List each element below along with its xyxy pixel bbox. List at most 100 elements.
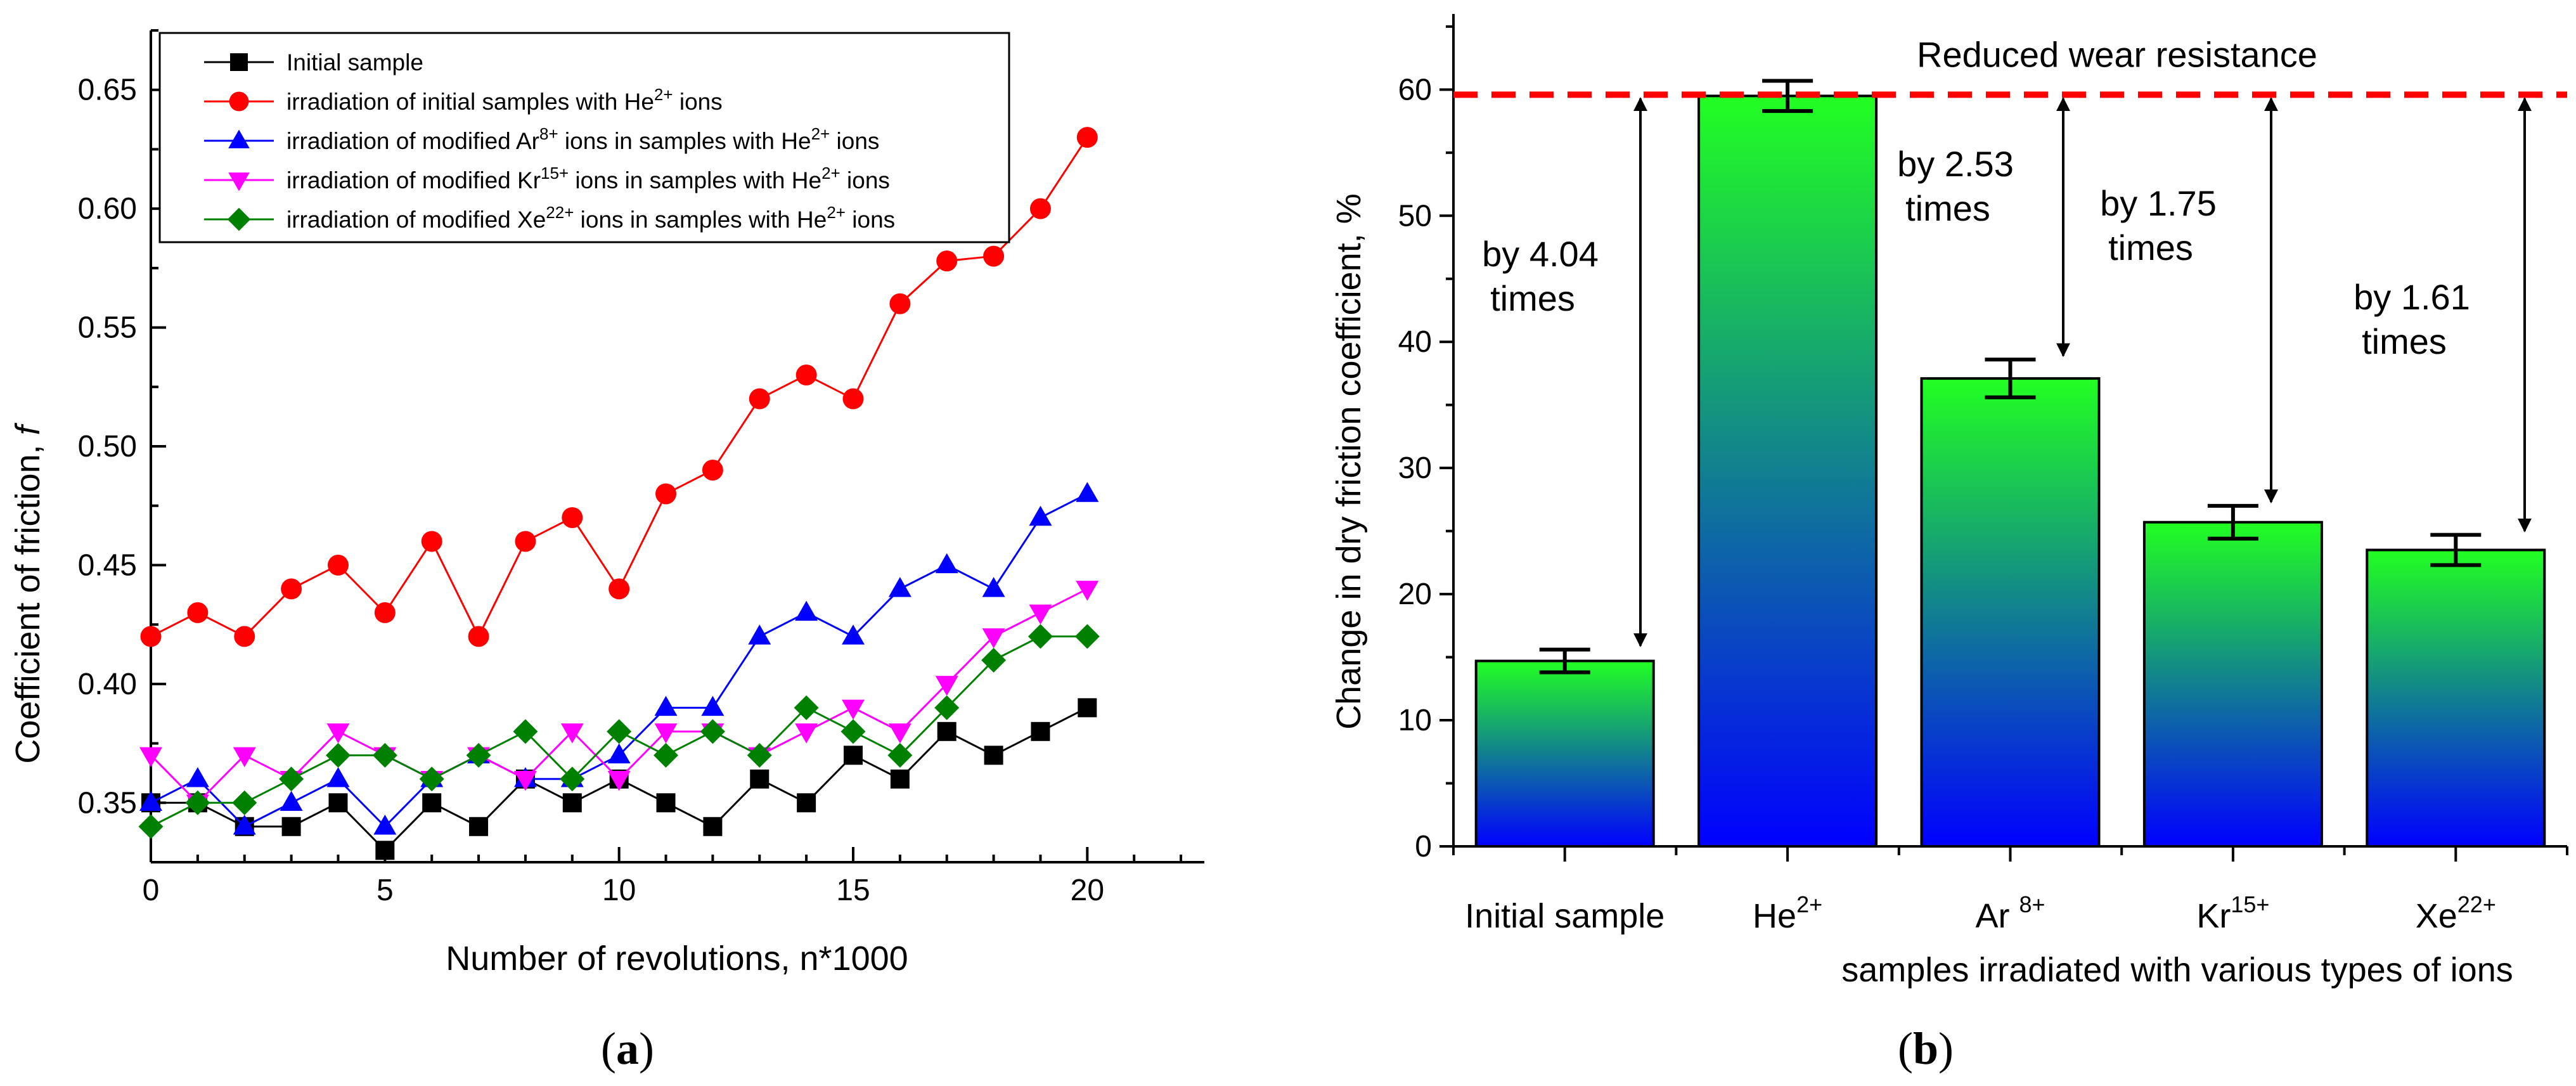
x-tick-label: 15 <box>836 874 870 907</box>
data-point <box>840 719 866 744</box>
data-point <box>888 577 911 597</box>
line-chart-legend: Initial sample irradiation of initial sam… <box>158 32 1010 243</box>
data-point <box>936 250 958 272</box>
legend-superscript: 2+ <box>827 203 846 222</box>
data-point <box>844 746 863 765</box>
legend-box <box>158 32 1010 243</box>
data-point <box>797 793 816 813</box>
data-point <box>654 695 678 716</box>
data-point <box>607 771 631 791</box>
line-chart-series <box>138 127 1100 860</box>
category-label-superscript: 15+ <box>2231 891 2269 917</box>
data-point <box>186 767 209 787</box>
line-chart-y-axis-symbol: f <box>9 422 47 435</box>
data-point <box>1027 624 1053 649</box>
data-point <box>373 815 397 835</box>
legend-text: Initial sample <box>287 49 423 75</box>
data-point <box>328 793 348 813</box>
data-point <box>281 578 302 600</box>
data-point <box>609 578 630 600</box>
line-chart-x-axis-label: Number of revolutions, n*1000 <box>446 940 908 978</box>
y-tick-label: 0.50 <box>78 430 137 463</box>
annotation-line-1: by 1.61 <box>2354 277 2470 317</box>
data-point <box>607 719 632 744</box>
x-tick-label: 0 <box>143 874 160 907</box>
data-point <box>375 841 395 860</box>
category-label-superscript: 8+ <box>2019 891 2045 917</box>
data-point <box>139 747 162 768</box>
data-point <box>984 746 1003 765</box>
legend-text: irradiation of modified Kr <box>287 167 541 193</box>
legend-superscript: 8+ <box>539 124 558 143</box>
data-point <box>703 817 723 836</box>
bar-3 <box>2142 520 2323 848</box>
category-label-superscript: 2+ <box>1796 891 1822 917</box>
data-point <box>372 742 397 768</box>
data-point <box>280 791 303 811</box>
legend-text: ions <box>840 167 890 193</box>
category-label-text: Ar <box>1975 897 2019 935</box>
panel-label-a-letter: a <box>616 1023 639 1074</box>
data-point <box>469 817 489 836</box>
annotation-line-2: times <box>2108 228 2193 268</box>
data-point <box>888 723 911 744</box>
data-point <box>981 647 1007 673</box>
data-point <box>982 628 1005 649</box>
y-tick-label: 20 <box>1398 578 1432 611</box>
legend-text: irradiation of initial samples with He <box>287 89 654 115</box>
data-point <box>466 742 491 768</box>
line-chart-axes: 0 5 10 15 20 0.35 0.40 0.45 0.50 0.55 0.60 0.65 <box>78 29 1204 907</box>
data-point <box>233 747 256 768</box>
data-point <box>326 767 350 787</box>
panel-label-b-letter: b <box>1913 1023 1938 1074</box>
y-tick-label: 0.45 <box>78 548 137 582</box>
bar-chart-y-axis-label: Change in dry friction coefficient, % <box>1330 193 1368 729</box>
y-tick-label: 0.55 <box>78 311 137 345</box>
data-point <box>513 719 538 744</box>
category-label: He2+ <box>1753 891 1822 935</box>
bar-chart-x-axis-label: samples irradiated with various types of… <box>1841 951 2513 989</box>
data-point <box>794 695 819 720</box>
legend-text: ions in samples with He <box>574 207 827 233</box>
data-point <box>935 676 958 696</box>
data-point <box>562 793 582 813</box>
data-point <box>281 817 301 836</box>
category-label-text: Kr <box>2196 897 2231 935</box>
data-point <box>279 766 304 792</box>
data-point <box>935 553 958 574</box>
bar-4 <box>2366 548 2546 848</box>
bar-1 <box>1697 94 1878 848</box>
y-tick-label: 60 <box>1398 73 1432 107</box>
data-point <box>140 626 162 647</box>
legend-marker <box>227 207 251 231</box>
y-tick-label: 0.40 <box>78 668 137 701</box>
legend-entry: irradiation of initial samples with He2+… <box>287 85 723 115</box>
legend-superscript: 2+ <box>811 124 830 143</box>
data-point <box>1029 198 1051 219</box>
legend-text: ions <box>830 128 879 154</box>
series-1 <box>140 127 1098 647</box>
data-point <box>795 723 818 744</box>
legend-marker <box>230 53 248 71</box>
panel-label-a: (a) <box>601 1023 654 1074</box>
reference-line-label: Reduced wear resistance <box>1917 34 2317 74</box>
data-point <box>750 769 770 789</box>
legend-superscript: 15+ <box>541 164 569 183</box>
y-tick-label: 10 <box>1398 704 1432 737</box>
annotation-line-2: times <box>2362 321 2447 361</box>
legend-entry: irradiation of modified Ar8+ ions in sam… <box>287 124 879 154</box>
panel-label-b: (b) <box>1898 1023 1954 1074</box>
data-point <box>795 365 817 386</box>
data-point <box>422 793 442 813</box>
annotation-line-1: by 1.75 <box>2100 183 2217 223</box>
data-point <box>419 766 444 792</box>
bar-0 <box>1474 659 1655 848</box>
data-point <box>185 790 210 815</box>
legend-entry: irradiation of modified Kr15+ ions in sa… <box>287 164 890 193</box>
data-point <box>748 624 771 645</box>
annotation-line-2: times <box>1905 188 1990 228</box>
data-point <box>842 388 864 410</box>
data-point <box>1076 581 1099 601</box>
